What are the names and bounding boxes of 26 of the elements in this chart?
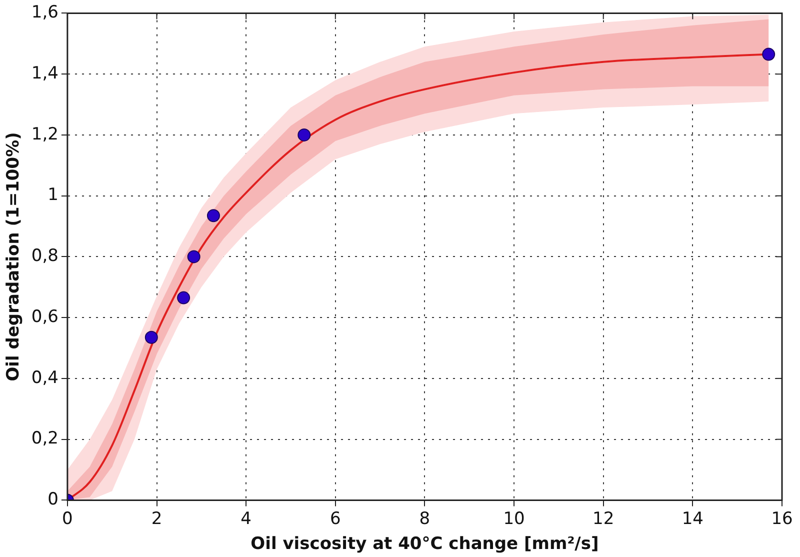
- point: [144, 330, 158, 344]
- x-tick-label: 2: [151, 508, 162, 529]
- y-tick-label: 0,2: [31, 428, 58, 449]
- point: [206, 209, 220, 222]
- y-tick-label: 1,6: [31, 2, 58, 23]
- y-tick-label: 0: [48, 490, 58, 510]
- x-tick-label: 16: [771, 508, 793, 529]
- x-tick-label: 6: [330, 508, 341, 529]
- x-tick-label: 10: [503, 508, 525, 529]
- point: [298, 128, 311, 142]
- x-tick-label: 12: [592, 508, 614, 529]
- x-axis-title: Oil viscosity at 40°C change [mm²/s]: [250, 534, 599, 554]
- y-tick-label: 0,6: [31, 306, 58, 327]
- point: [187, 250, 200, 264]
- point: [762, 48, 776, 61]
- y-tick-label: 1,4: [31, 63, 58, 84]
- x-tick-label: 4: [240, 508, 252, 529]
- x-tick-label: 0: [62, 508, 73, 529]
- y-tick-label: 0,8: [31, 246, 58, 266]
- point: [177, 291, 190, 304]
- y-tick-label: 1,2: [31, 124, 58, 144]
- x-tick-label: 14: [682, 508, 704, 529]
- y-axis-title: Oil degradation (1=100%): [4, 132, 24, 382]
- x-tick-label: 8: [419, 508, 430, 529]
- y-tick-label: 0,4: [31, 368, 58, 388]
- y-tick-label: 1: [48, 185, 58, 206]
